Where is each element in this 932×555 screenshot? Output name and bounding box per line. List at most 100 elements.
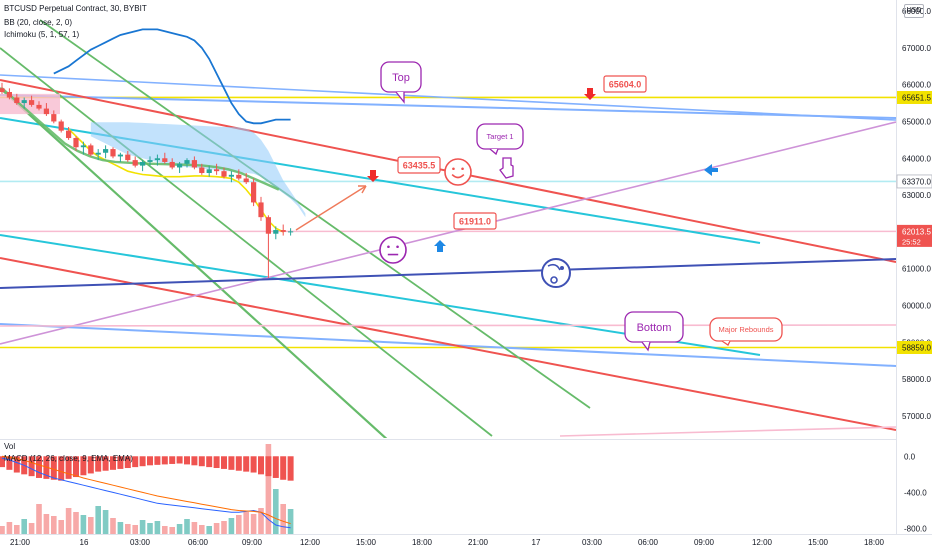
macd-histogram-bar[interactable] [28,456,35,477]
trend-line[interactable] [0,258,896,289]
macd-histogram-bar[interactable] [87,456,94,474]
macd-histogram-bar[interactable] [221,456,227,469]
callout-bubble[interactable] [709,317,783,342]
trend-line[interactable] [0,74,896,121]
macd-histogram-bar[interactable] [154,456,161,465]
candle-body[interactable] [117,154,123,157]
volume-bar[interactable] [125,524,131,534]
trend-line[interactable] [39,19,591,409]
candle-body[interactable] [214,169,220,172]
time-axis[interactable]: 21:00 16 03:00 06:00 09:00 12:00 15:00 18:00 21:… [0,534,932,548]
price-note[interactable]: 63435.5 [397,156,441,174]
candle-body[interactable] [29,100,35,105]
macd-histogram-bar[interactable] [36,456,42,478]
callout-bubble[interactable] [476,123,524,150]
buy-arrow-icon[interactable] [434,240,446,252]
candle-body[interactable] [184,160,190,164]
candle-body[interactable] [191,160,197,168]
candle-body[interactable] [95,152,101,155]
candle-body[interactable] [0,88,5,93]
sell-arrow-icon[interactable] [584,88,596,100]
volume-bar[interactable] [176,524,183,534]
macd-histogram-bar[interactable] [102,456,109,471]
candle-body[interactable] [251,182,257,203]
trend-line[interactable] [0,47,493,437]
macd-histogram-bar[interactable] [6,456,13,470]
candle-body[interactable] [162,158,168,162]
candle-body[interactable] [88,145,94,155]
volume-bar[interactable] [21,519,27,534]
macd-histogram-bar[interactable] [169,456,176,464]
volume-bar[interactable] [250,514,257,534]
candle-body[interactable] [110,149,116,157]
volume-bar[interactable] [43,514,50,534]
candle-body[interactable] [66,130,72,139]
macd-histogram-bar[interactable] [206,456,213,468]
candle-body[interactable] [169,161,175,168]
volume-bar[interactable] [139,520,146,534]
candle-body[interactable] [280,230,286,232]
candle-body[interactable] [273,230,279,234]
price-axis-marker[interactable] [897,224,932,247]
sell-arrow-icon[interactable] [367,170,379,182]
candle-body[interactable] [6,92,12,98]
volume-bar[interactable] [73,512,79,534]
volume-bar[interactable] [28,523,35,534]
bb-indicator-label[interactable]: BB (20, close, 2, 0) [4,18,73,27]
macd-histogram-bar[interactable] [191,456,198,466]
volume-bar[interactable] [6,522,13,534]
macd-histogram-bar[interactable] [0,456,5,468]
macd-histogram-bar[interactable] [243,456,250,472]
volume-bar[interactable] [36,504,42,534]
candle-body[interactable] [140,161,146,166]
candle-body[interactable] [80,145,86,148]
macd-histogram-bar[interactable] [110,456,116,470]
price-axis-marker[interactable] [897,90,932,104]
currency-badge[interactable]: USD [904,4,924,18]
candle-body[interactable] [147,160,153,162]
macd-histogram-bar[interactable] [280,456,287,480]
macd-histogram-bar[interactable] [198,456,205,467]
callout-top[interactable]: Top [380,61,422,104]
macd-histogram-bar[interactable] [95,456,102,472]
macd-histogram-bar[interactable] [184,456,190,465]
volume-bar[interactable] [80,515,87,534]
projection-arrow-line[interactable] [295,185,367,231]
ichimoku-indicator-label[interactable]: Ichimoku (5, 1, 57, 1) [4,30,80,39]
volume-bar[interactable] [228,518,235,534]
price-axis-marker[interactable] [896,174,932,189]
projection-arrow-head[interactable] [358,185,367,194]
candle-body[interactable] [258,202,264,218]
volume-bar[interactable] [236,515,242,534]
candle-body[interactable] [14,97,20,104]
macd-histogram-bar[interactable] [272,456,279,478]
volume-bar[interactable] [154,521,161,534]
macd-histogram-bar[interactable] [58,456,65,481]
callout-bubble[interactable] [624,311,684,343]
macd-histogram-bar[interactable] [139,456,146,467]
volume-bar[interactable] [147,523,153,534]
price-note-box[interactable] [453,212,497,230]
volume-bar[interactable] [51,516,57,534]
volume-bar[interactable] [221,521,227,534]
macd-histogram-bar[interactable] [228,456,235,470]
candle-body[interactable] [236,174,242,179]
candle-body[interactable] [132,160,138,166]
price-axis-marker[interactable] [897,340,932,354]
volume-bar[interactable] [88,517,94,534]
price-note-box[interactable] [603,75,647,93]
macd-line[interactable] [1,457,291,529]
macd-histogram-bar[interactable] [132,456,139,468]
volume-bar[interactable] [243,512,249,534]
trend-line[interactable] [0,87,520,550]
volume-title[interactable]: Vol [4,442,15,451]
trend-line[interactable] [0,257,896,431]
volume-bar[interactable] [191,522,198,534]
volume-bar[interactable] [273,489,279,534]
candle-body[interactable] [36,104,42,109]
price-note-box[interactable] [397,156,441,174]
callout-major-rebounds[interactable]: Major Rebounds [709,317,783,346]
macd-histogram-bar[interactable] [161,456,168,465]
volume-bar[interactable] [169,527,175,534]
trend-line[interactable] [0,94,896,119]
